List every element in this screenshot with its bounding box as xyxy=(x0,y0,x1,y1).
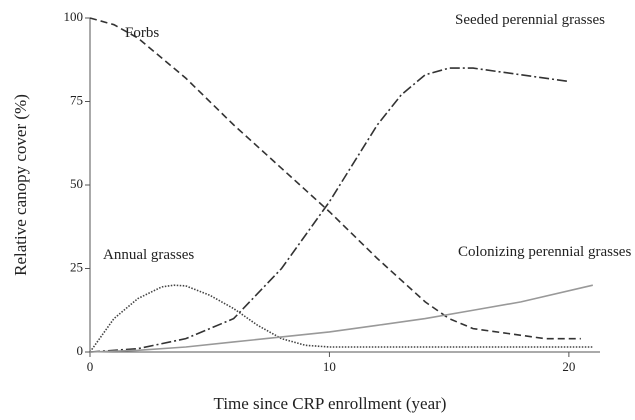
series-line xyxy=(89,67,569,353)
x-tick-label: 20 xyxy=(562,359,575,374)
x-tick-label: 10 xyxy=(323,359,336,374)
series-line xyxy=(89,284,593,353)
series-line xyxy=(89,284,593,353)
series-label: Colonizing perennial grasses xyxy=(458,244,632,260)
y-axis-label: Relative canopy cover (%) xyxy=(11,94,30,276)
y-tick-label: 100 xyxy=(64,9,84,24)
series-label: Seeded perennial grasses xyxy=(455,12,605,28)
series-label: Annual grasses xyxy=(103,247,195,263)
y-tick-label: 75 xyxy=(70,92,83,107)
series-label: Forbs xyxy=(125,25,160,41)
y-tick-label: 0 xyxy=(77,343,84,358)
series-line xyxy=(89,17,581,340)
y-tick-label: 50 xyxy=(70,176,83,191)
y-tick-label: 25 xyxy=(70,259,83,274)
x-tick-label: 0 xyxy=(87,359,94,374)
x-axis-label: Time since CRP enrollment (year) xyxy=(214,394,447,413)
